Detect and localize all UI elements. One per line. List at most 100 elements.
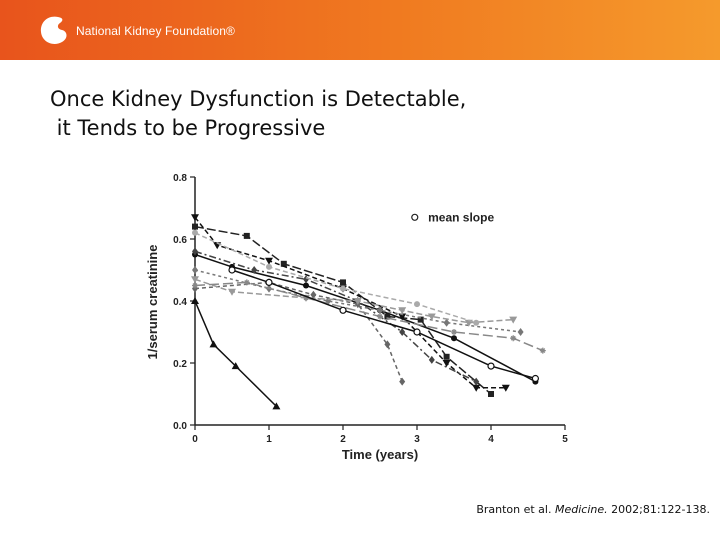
citation-journal: Medicine. [554,503,608,516]
data-point [228,288,236,296]
series-line [231,269,536,380]
x-tick-label: 5 [562,434,568,445]
header-banner: National Kidney Foundation® [0,0,720,60]
data-point [384,340,391,349]
data-point [209,340,218,348]
x-axis-label: Time (years) [342,447,418,462]
data-point [531,374,539,383]
x-tick-label: 1 [266,434,272,445]
progression-line-chart: 0.0 0.2 0.4 0.6 0.8 0 1 2 3 4 5 mean slope 1/seru… [145,173,568,462]
data-point [303,275,309,284]
nkf-logo: National Kidney Foundation® [36,14,235,48]
data-point [473,377,480,386]
citation: Branton et al. Medicine. 2002;81:122-138… [476,503,710,516]
data-point [487,362,495,370]
data-point [384,313,391,320]
data-point [272,402,281,410]
series-line [194,281,403,382]
y-tick-label: 0.8 [173,173,187,184]
data-point [353,298,362,305]
series-line [194,232,477,324]
data-point [399,377,406,386]
data-point [251,266,258,274]
y-tick-label: 0.2 [173,359,187,370]
slide-title: Once Kidney Dysfunction is Detectable, i… [50,85,466,143]
data-point [192,223,198,230]
data-point [310,290,317,299]
x-tick-label: 4 [488,434,494,445]
series-11 [228,266,539,383]
series-line [194,269,521,333]
data-point [228,266,236,274]
data-point [243,279,250,286]
data-point [265,278,273,287]
data-point [428,355,435,364]
series-line [194,278,514,324]
legend-marker [411,213,419,221]
title-line-1: Once Kidney Dysfunction is Detectable, [50,87,467,111]
y-axis-label: 1/serum creatinine [145,245,160,360]
data-point [266,263,272,270]
data-point [340,285,346,292]
logo-text: National Kidney Foundation® [76,24,235,38]
data-point [509,316,518,324]
data-point [473,319,480,326]
data-point [510,335,517,342]
citation-authors: Branton et al. [476,503,552,516]
data-point [488,391,494,397]
data-point [417,316,424,323]
series-7 [192,278,406,386]
y-tick-label: 0.6 [173,235,187,246]
data-point [443,318,450,327]
x-tick-label: 2 [340,434,346,445]
x-tick-label: 0 [192,434,198,445]
data-point [303,294,309,301]
data-point [399,328,406,336]
data-point [413,328,421,336]
series-line [194,216,506,389]
data-point [265,257,273,265]
series-4 [191,214,510,392]
series-line [194,300,277,407]
series-line [194,253,536,383]
data-point [377,306,383,315]
data-point [427,313,436,321]
x-tick-label: 3 [414,434,420,445]
data-point [501,384,510,392]
data-point [192,266,198,274]
data-point [231,362,240,370]
data-point [303,282,309,289]
series-10 [192,229,480,326]
data-point [191,297,199,304]
legend-label: mean slope [428,210,494,224]
data-point [340,279,346,286]
y-tick-label: 0.4 [173,297,187,308]
series-1 [191,297,281,410]
data-point [398,307,407,315]
y-tick-label: 0.0 [173,421,187,432]
data-point [451,329,457,335]
data-point [442,360,451,367]
data-point [414,301,420,308]
data-point [243,232,250,239]
data-point [280,260,287,267]
title-line-2: it Tends to be Progressive [50,116,326,140]
kidney-logo-icon [40,16,67,44]
series-9 [192,279,546,354]
data-point [339,306,347,314]
data-point [191,276,199,284]
series-3 [192,223,494,397]
data-point [517,328,524,336]
series-line [194,225,492,395]
data-point [192,229,198,236]
data-point [451,335,457,342]
data-point [192,282,198,289]
data-point [472,384,481,392]
data-point [191,214,199,222]
data-point [539,347,546,354]
data-point [192,247,198,256]
data-point [443,353,450,360]
citation-details: 2002;81:122-138. [611,503,710,516]
data-point [377,313,383,320]
data-point [398,313,407,321]
